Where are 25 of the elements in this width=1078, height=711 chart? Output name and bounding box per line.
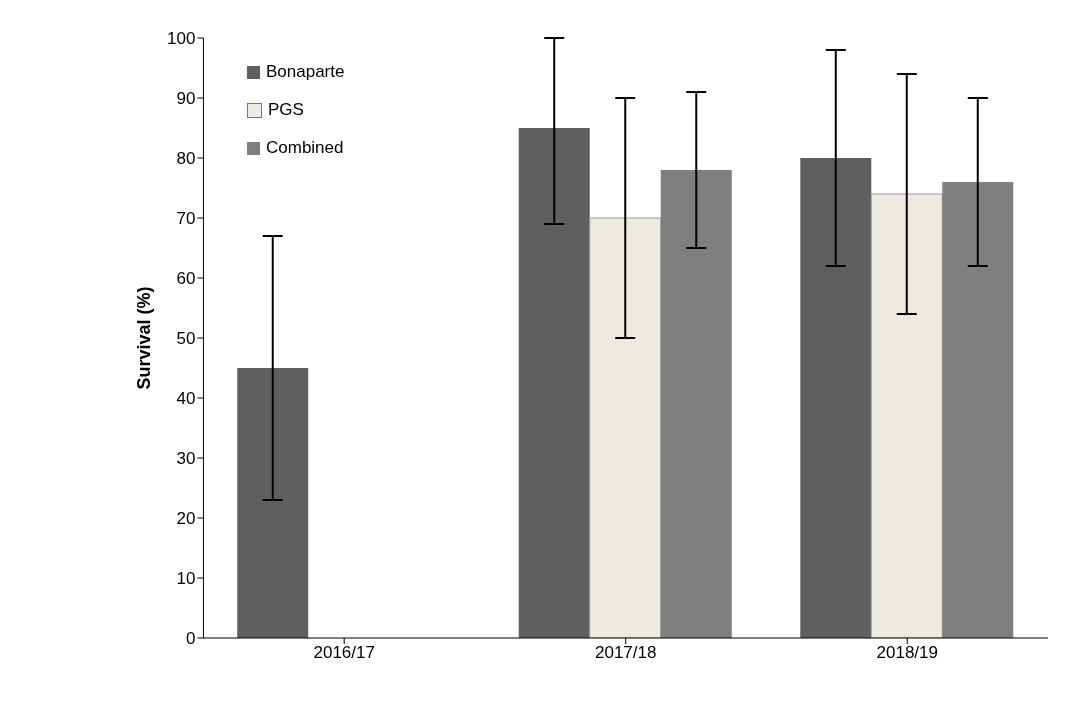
legend-label: Combined [266,138,344,158]
y-tick-label: 30 [176,449,196,469]
bar [237,368,309,638]
y-tick-label: 100 [167,29,196,49]
x-tick-label: 2018/19 [876,643,938,663]
y-tick-label: 20 [176,509,196,529]
bar [942,182,1014,638]
y-tick-label: 50 [176,329,196,349]
x-tick-label: 2016/17 [313,643,375,663]
y-tick-label: 10 [176,569,196,589]
bar [518,128,590,638]
bar [870,193,943,638]
y-axis-title: Survival (%) [133,286,154,390]
y-tick-label: 70 [176,209,196,229]
y-tick-label: 60 [176,269,196,289]
y-tick-label: 90 [176,89,196,109]
legend-label: Bonaparte [266,62,345,82]
bar [800,158,872,638]
x-tick-label: 2017/18 [595,643,657,663]
y-tick-label: 80 [176,149,196,169]
legend-label: PGS [268,100,304,120]
y-tick-label: 40 [176,389,196,409]
bar [589,217,662,638]
y-tick-label: 0 [185,629,196,649]
bar [660,170,732,638]
